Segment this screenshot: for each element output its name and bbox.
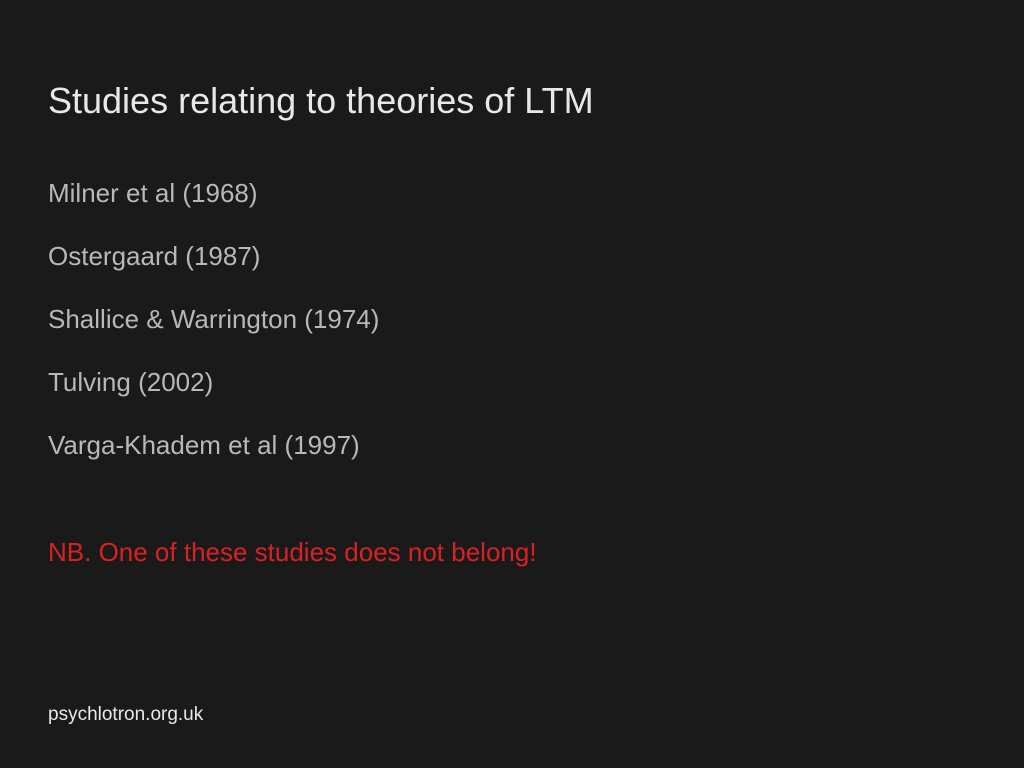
nb-warning: NB. One of these studies does not belong…: [48, 537, 976, 568]
list-item: Shallice & Warrington (1974): [48, 304, 976, 335]
footer-text: psychlotron.org.uk: [48, 704, 203, 726]
slide-container: Studies relating to theories of LTM Miln…: [0, 0, 1024, 768]
list-item: Milner et al (1968): [48, 178, 976, 209]
slide-title: Studies relating to theories of LTM: [48, 80, 976, 122]
list-item: Varga-Khadem et al (1997): [48, 430, 976, 461]
list-item: Ostergaard (1987): [48, 241, 976, 272]
list-item: Tulving (2002): [48, 367, 976, 398]
study-list: Milner et al (1968) Ostergaard (1987) Sh…: [48, 178, 976, 461]
